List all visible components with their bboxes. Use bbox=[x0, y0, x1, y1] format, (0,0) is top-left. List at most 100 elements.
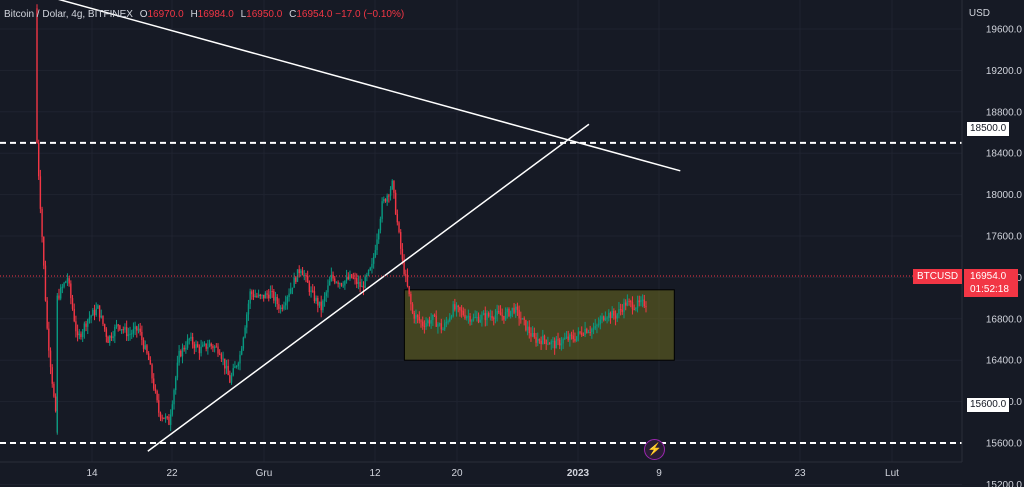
candle-body bbox=[239, 354, 241, 364]
candle-body bbox=[342, 285, 344, 287]
time-tick-label: 12 bbox=[369, 468, 381, 479]
lower-level-price-tag: 15600.0 bbox=[966, 397, 1011, 413]
symbol-name[interactable]: Bitcoin / Dolar, 4g, BITFINEX bbox=[4, 9, 133, 20]
candle-body bbox=[349, 274, 351, 280]
candle-body bbox=[491, 316, 493, 319]
low-label: L bbox=[240, 9, 247, 20]
candle-body bbox=[71, 298, 74, 309]
candle-body bbox=[257, 294, 260, 297]
candle-body bbox=[159, 412, 162, 418]
price-tick-label: 16400.0 bbox=[986, 356, 1023, 367]
candle-body bbox=[124, 327, 126, 330]
candle-body bbox=[565, 336, 568, 339]
candle-body bbox=[621, 309, 624, 312]
candle-body bbox=[367, 270, 370, 275]
candle-body bbox=[469, 316, 471, 322]
candle-body bbox=[604, 317, 607, 321]
candle-body bbox=[457, 305, 459, 308]
trendlines bbox=[58, 0, 681, 452]
candle-body bbox=[559, 339, 561, 346]
candle-body bbox=[515, 306, 517, 313]
candle-body bbox=[56, 295, 58, 433]
candle-body bbox=[371, 263, 373, 268]
candle-body bbox=[384, 199, 387, 202]
candle-body bbox=[579, 331, 581, 333]
candle-body bbox=[146, 345, 148, 354]
candle-body bbox=[462, 311, 464, 316]
candle-body bbox=[120, 329, 123, 331]
candle-body bbox=[354, 277, 356, 279]
candle-body bbox=[361, 285, 363, 287]
candle-body bbox=[247, 303, 250, 315]
candle-body bbox=[315, 297, 317, 302]
candle-body bbox=[85, 323, 87, 327]
candle-body bbox=[530, 333, 532, 337]
candle-body bbox=[460, 310, 463, 312]
candle-body bbox=[323, 296, 326, 301]
candle-body bbox=[564, 338, 566, 340]
candle-body bbox=[364, 276, 366, 289]
low-value: 16950.0 bbox=[246, 9, 283, 20]
candle-body bbox=[264, 293, 267, 299]
candle-body bbox=[115, 324, 118, 327]
candle-body bbox=[513, 307, 515, 313]
candle-body bbox=[295, 277, 297, 282]
candle-body bbox=[58, 295, 60, 299]
candle-body bbox=[36, 8, 38, 143]
candle-body bbox=[640, 300, 642, 303]
last-price-value: 16954.0 bbox=[970, 271, 1007, 282]
candle-body bbox=[577, 331, 580, 337]
price-tick-label: 19200.0 bbox=[986, 66, 1023, 77]
candle-body bbox=[131, 333, 133, 335]
candle-body bbox=[437, 324, 439, 327]
price-tick-label: 15200.0 bbox=[986, 480, 1023, 487]
candle-body bbox=[97, 305, 99, 309]
candle-body bbox=[609, 312, 612, 319]
candle-body bbox=[383, 199, 385, 202]
candle-body bbox=[100, 315, 102, 318]
candle-body bbox=[493, 318, 495, 320]
candle-body bbox=[110, 335, 113, 338]
candle-body bbox=[303, 275, 305, 277]
horizontal-levels bbox=[0, 141, 962, 444]
candle-body bbox=[494, 315, 497, 320]
candle-body bbox=[594, 326, 596, 329]
symbol-legend[interactable]: Bitcoin / Dolar, 4g, BITFINEX O16970.0 H… bbox=[4, 9, 404, 20]
candle-body bbox=[413, 312, 415, 319]
candle-body bbox=[506, 308, 508, 312]
candle-body bbox=[528, 326, 530, 334]
candle-body bbox=[127, 334, 130, 337]
candle-body bbox=[318, 301, 321, 306]
candle-body bbox=[210, 343, 212, 346]
lightning-icon[interactable]: ⚡ bbox=[644, 439, 665, 460]
candle-body bbox=[362, 285, 365, 289]
candle-body bbox=[284, 302, 287, 306]
candle-body bbox=[501, 315, 503, 317]
candle-body bbox=[208, 343, 211, 347]
candle-body bbox=[217, 346, 219, 354]
candle-body bbox=[259, 294, 261, 296]
candle-body bbox=[168, 416, 170, 425]
candle-body bbox=[423, 325, 426, 327]
candle-body bbox=[499, 312, 502, 316]
candle-body bbox=[386, 195, 388, 202]
candle-body bbox=[269, 291, 272, 299]
candle-body bbox=[249, 291, 251, 304]
candle-body bbox=[186, 339, 189, 348]
candle-body bbox=[542, 335, 544, 345]
candle-body bbox=[601, 316, 603, 320]
candle-body bbox=[166, 416, 168, 418]
currency-label[interactable]: USD bbox=[968, 8, 990, 19]
candle-body bbox=[80, 333, 82, 338]
bar-countdown: 01:52:18 bbox=[970, 284, 1009, 295]
candle-body bbox=[219, 353, 221, 355]
candle-body bbox=[403, 259, 405, 275]
candle-body bbox=[479, 319, 481, 323]
candle-body bbox=[88, 317, 91, 320]
candle-body bbox=[631, 302, 634, 310]
candle-body bbox=[425, 323, 427, 327]
candle-body bbox=[293, 277, 295, 288]
candle-body bbox=[430, 319, 432, 324]
candle-body bbox=[486, 313, 488, 321]
